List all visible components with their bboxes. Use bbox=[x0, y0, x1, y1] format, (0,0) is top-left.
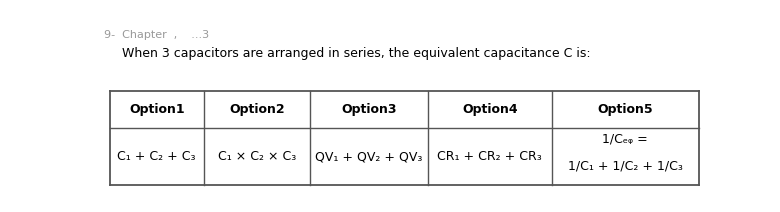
Text: Option1: Option1 bbox=[129, 103, 185, 116]
Text: 9-  Chapter  ,    ...3: 9- Chapter , ...3 bbox=[104, 30, 209, 40]
Text: Option2: Option2 bbox=[229, 103, 285, 116]
Text: Option4: Option4 bbox=[462, 103, 518, 116]
Text: QV₁ + QV₂ + QV₃: QV₁ + QV₂ + QV₃ bbox=[315, 150, 423, 163]
Text: C₁ × C₂ × C₃: C₁ × C₂ × C₃ bbox=[218, 150, 296, 163]
Text: 1/C₁ + 1/C₂ + 1/C₃: 1/C₁ + 1/C₂ + 1/C₃ bbox=[568, 159, 682, 172]
Text: When 3 capacitors are arranged in series, the equivalent capacitance C is:: When 3 capacitors are arranged in series… bbox=[122, 47, 590, 60]
Text: CR₁ + CR₂ + CR₃: CR₁ + CR₂ + CR₃ bbox=[438, 150, 542, 163]
Text: 1/Cₑᵩ =: 1/Cₑᵩ = bbox=[602, 132, 648, 145]
Text: Option5: Option5 bbox=[597, 103, 653, 116]
Text: C₁ + C₂ + C₃: C₁ + C₂ + C₃ bbox=[118, 150, 196, 163]
Text: Option3: Option3 bbox=[341, 103, 397, 116]
